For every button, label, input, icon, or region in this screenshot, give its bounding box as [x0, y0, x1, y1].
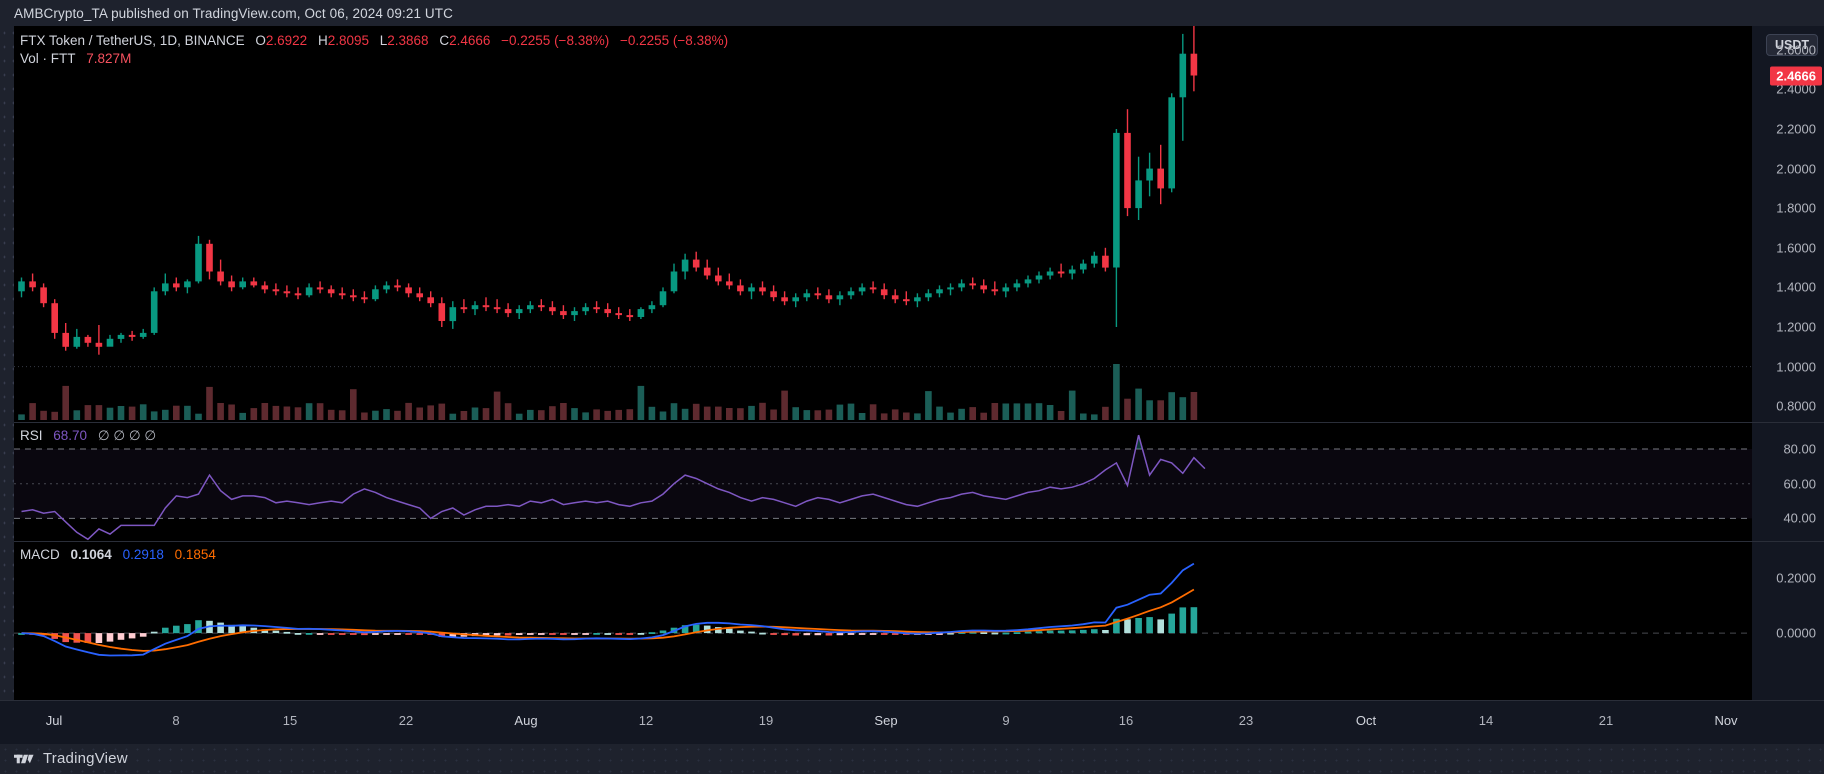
time-axis-tick: Aug	[514, 713, 538, 728]
price-axis-tick: 2.0000	[1776, 161, 1816, 177]
time-axis-tick: 19	[758, 713, 774, 728]
time-axis-tick: 21	[1598, 713, 1614, 728]
price-axis-tick: 2.2000	[1776, 121, 1816, 137]
price-candles	[14, 26, 1752, 420]
footer-bar: TradingView	[0, 744, 1824, 774]
tradingview-logo-icon	[14, 754, 34, 763]
time-axis[interactable]: Jul 8 15 22 Aug 12 19 Sep 9 16 23 Oct 14 21 Nov	[0, 700, 1824, 744]
price-axis-tick: 1.2000	[1776, 319, 1816, 335]
time-axis-tick: Sep	[874, 713, 898, 728]
price-axis-tick: 1.6000	[1776, 240, 1816, 256]
time-axis-tick: 12	[638, 713, 654, 728]
price-axis[interactable]: USDT 2.6000 2.4000 2.2000 2.0000 1.8000 1.600…	[1752, 26, 1824, 701]
attribution-text: AMBCrypto_TA published on TradingView.co…	[14, 6, 453, 21]
time-axis-tick: Nov	[1714, 713, 1738, 728]
rsi-axis-tick: 60.00	[1783, 476, 1816, 492]
rsi-pane[interactable]: RSI 68.70 ∅ ∅ ∅ ∅	[14, 423, 1752, 541]
macd-plot	[14, 562, 1752, 657]
time-axis-tick: 23	[1238, 713, 1254, 728]
tradingview-logo[interactable]: TradingView	[14, 750, 128, 767]
time-axis-tick: Oct	[1355, 713, 1377, 728]
chart-panes[interactable]: FTX Token / TetherUS, 1D, BINANCE O2.692…	[14, 26, 1752, 701]
time-axis-tick: Jul	[45, 713, 63, 728]
attribution-bar: AMBCrypto_TA published on TradingView.co…	[0, 0, 1824, 26]
time-axis-tick: 14	[1478, 713, 1494, 728]
price-axis-tick: 1.8000	[1776, 200, 1816, 216]
macd-pane[interactable]: MACD 0.1064 0.2918 0.1854	[14, 542, 1752, 658]
current-price-badge: 2.4666	[1770, 66, 1822, 86]
macd-axis-tick: 0.2000	[1776, 570, 1816, 586]
time-axis-tick: 9	[1002, 713, 1010, 728]
time-axis-tick: 16	[1118, 713, 1134, 728]
tradingview-brand-text: TradingView	[43, 750, 128, 767]
rsi-axis-tick: 40.00	[1783, 510, 1816, 526]
axis-separator-1	[1752, 422, 1824, 423]
pane-separator-2	[14, 541, 1752, 542]
price-axis-tick: 1.4000	[1776, 279, 1816, 295]
macd-axis-tick: 0.0000	[1776, 625, 1816, 641]
axis-separator-2	[1752, 541, 1824, 542]
rsi-axis-tick: 80.00	[1783, 441, 1816, 457]
time-axis-tick: 15	[282, 713, 298, 728]
rsi-plot	[14, 434, 1752, 541]
price-axis-tick: 2.6000	[1776, 42, 1816, 58]
price-pane[interactable]: FTX Token / TetherUS, 1D, BINANCE O2.692…	[14, 26, 1752, 422]
left-gutter	[0, 26, 14, 744]
chart-frame: FTX Token / TetherUS, 1D, BINANCE O2.692…	[0, 26, 1824, 744]
price-axis-tick: 1.0000	[1776, 359, 1816, 375]
pane-separator-1	[14, 422, 1752, 423]
price-axis-tick: 0.8000	[1776, 398, 1816, 414]
unit-badge[interactable]: USDT	[1765, 34, 1818, 56]
time-axis-tick: 22	[398, 713, 414, 728]
time-axis-tick: 8	[172, 713, 180, 728]
